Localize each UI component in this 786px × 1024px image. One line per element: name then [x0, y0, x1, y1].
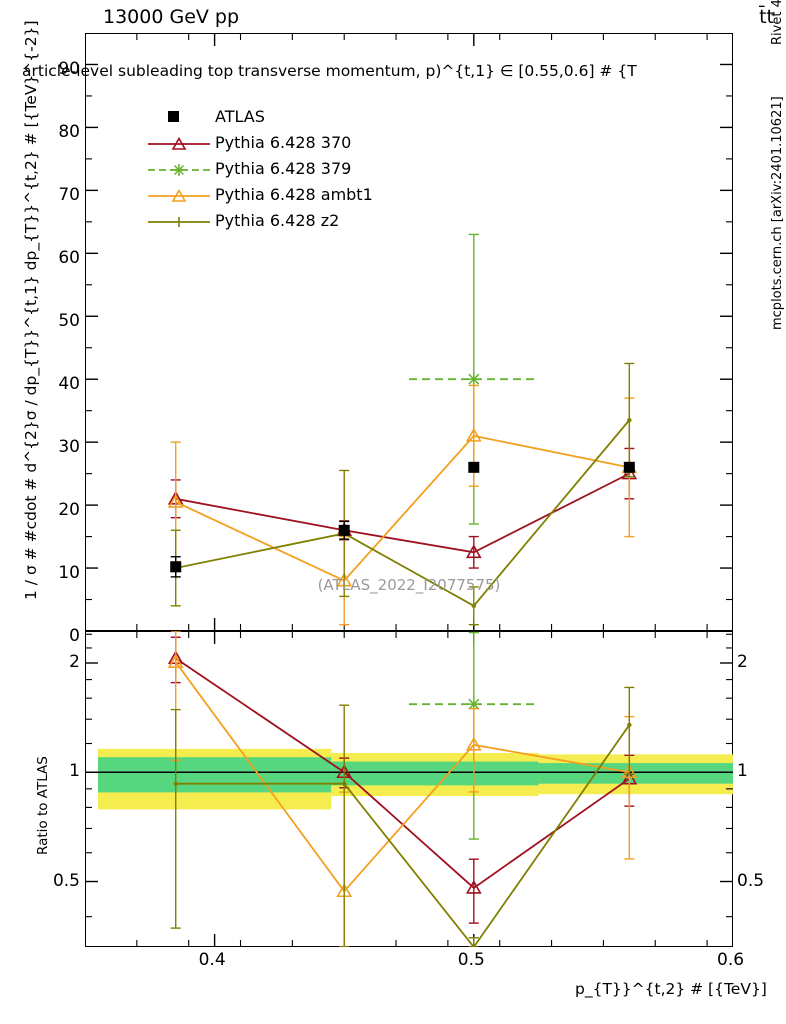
ratio-y-tick-label: 1: [737, 761, 748, 782]
main-plot-canvas: (ATLAS_2022_I2077575): [85, 33, 733, 631]
legend-swatch-379: [148, 164, 210, 176]
legend-label: Pythia 6.428 z2: [215, 211, 340, 230]
legend-item-pythia379: Pythia 6.428 379: [140, 157, 400, 183]
y-tick-label: 50: [58, 311, 80, 332]
y-tick-label: 0: [69, 626, 80, 646]
atlas-marker-icon: [168, 111, 179, 122]
legend-label: Pythia 6.428 ambt1: [215, 185, 373, 204]
legend-label: Pythia 6.428 379: [215, 159, 352, 178]
legend-swatch-ambt1: [148, 188, 210, 202]
y-tick-label: 60: [58, 248, 80, 269]
mcplots-arxiv-label: mcplots.cern.ch [arXiv:2401.10621]: [770, 96, 785, 330]
y-tick-label: 80: [58, 122, 80, 143]
ratio-y-tick-label: 0.5: [52, 870, 80, 891]
rivet-version-label: Rivet 4.1.0, ≥ 100k events: [770, 0, 785, 45]
header-right: t̄t: [759, 6, 774, 28]
y-tick-label: 90: [58, 59, 80, 80]
ratio-y-tick-label: 0.5: [737, 870, 765, 891]
y-tick-label: 70: [58, 185, 80, 206]
legend-item-ambt1: Pythia 6.428 ambt1: [140, 183, 400, 209]
x-tick-label: 0.4: [198, 950, 226, 970]
legend-item-z2: Pythia 6.428 z2: [140, 209, 400, 235]
ratio-y-tick-label: 2: [69, 651, 80, 672]
plot-title: article-level subleading top transverse …: [22, 62, 637, 80]
y-tick-label: 30: [58, 437, 80, 458]
x-tick-label: 0.5: [457, 950, 485, 970]
svg-text:(ATLAS_2022_I2077575): (ATLAS_2022_I2077575): [318, 576, 501, 595]
legend-item-pythia370: Pythia 6.428 370: [140, 131, 400, 157]
legend-label: ATLAS: [215, 107, 265, 126]
legend: ATLAS Pythia 6.428 370 Pythia 6.428 379 …: [140, 105, 400, 235]
x-tick-label: 0.6: [717, 950, 745, 970]
ratio-plot-canvas: [85, 631, 733, 947]
ratio-y-tick-label: 1: [69, 761, 80, 782]
y-tick-label: 20: [58, 500, 80, 521]
main-plot-panel: [85, 33, 733, 631]
x-axis-label: p_{T}}^{t,2} # [{TeV}]: [575, 980, 767, 998]
legend-label: Pythia 6.428 370: [215, 133, 352, 152]
y-tick-label: 10: [58, 563, 80, 584]
legend-swatch-370: [148, 136, 210, 150]
legend-item-atlas: ATLAS: [140, 105, 400, 131]
header-left: 13000 GeV pp: [103, 6, 240, 28]
ratio-y-tick-label: 2: [737, 651, 748, 672]
y-tick-label: 40: [58, 374, 80, 395]
legend-swatch-z2: [148, 217, 210, 227]
